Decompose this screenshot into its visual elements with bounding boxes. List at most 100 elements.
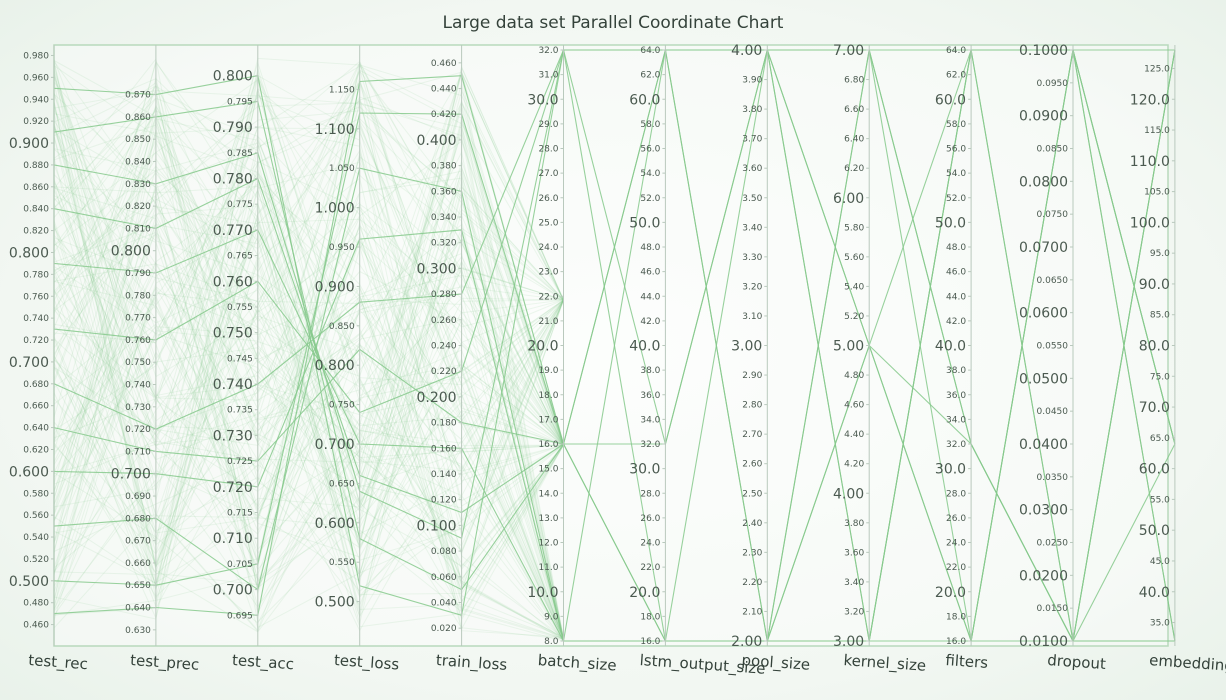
minor-tick-label: 6.20 [844,164,864,174]
background-line [53,225,564,640]
minor-tick-label: 8.0 [544,637,559,647]
minor-tick-label: 0.750 [329,401,355,411]
major-tick-label: 50.0 [935,215,966,231]
minor-tick-label: 19.0 [538,366,558,376]
axis-label: embedding_dim [1149,651,1226,678]
minor-tick-label: 0.775 [227,200,253,210]
background-line [53,233,564,583]
axis-label: filters [945,651,989,672]
major-tick-label: 1.100 [315,122,355,138]
minor-tick-label: 0.690 [125,492,151,502]
background-line [53,326,564,642]
chart-title: Large data set Parallel Coordinate Chart [443,13,784,33]
minor-tick-label: 0.980 [23,51,49,61]
major-tick-label: 40.0 [935,339,966,355]
background-line [53,81,564,569]
background-line [53,256,564,609]
minor-tick-label: 22.0 [640,563,660,573]
background-line [53,127,564,610]
minor-tick-label: 0.140 [431,470,457,480]
minor-tick-label: 1.050 [329,164,355,174]
minor-tick-label: 3.80 [742,105,762,115]
major-tick-label: 0.900 [315,279,355,295]
background-line [53,99,564,551]
major-tick-label: 4.00 [731,43,762,59]
minor-tick-label: 0.695 [227,611,253,621]
major-tick-label: 0.0200 [1019,568,1068,584]
background-line [53,61,564,640]
minor-tick-label: 125.0 [1144,64,1170,74]
background-line [53,125,564,639]
major-tick-label: 0.600 [315,516,355,532]
background-line [53,205,564,452]
background-line [53,128,564,582]
background-line [53,172,564,613]
minor-tick-label: 0.440 [431,85,457,95]
minor-tick-label: 0.660 [125,559,151,569]
minor-tick-label: 2.10 [742,607,762,617]
major-tick-label: 0.790 [213,120,253,136]
minor-tick-label: 0.820 [23,227,49,237]
minor-tick-label: 0.745 [227,354,253,364]
background-line [53,93,564,640]
major-tick-label: 30.0 [935,462,966,478]
background-line [53,172,564,640]
minor-tick-label: 48.0 [640,243,660,253]
axis-label: kernel_size [843,651,927,676]
minor-tick-label: 16.0 [640,637,660,647]
background-line [53,96,564,542]
background-line [53,195,564,551]
minor-tick-label: 3.40 [742,223,762,233]
major-tick-label: 30.0 [629,462,660,478]
background-line [53,223,564,641]
minor-tick-label: 0.560 [23,511,49,521]
minor-tick-label: 42.0 [946,317,966,327]
minor-tick-label: 24.0 [946,539,966,549]
major-tick-label: 0.720 [213,480,253,496]
minor-tick-label: 0.740 [23,314,49,324]
major-tick-label: 7.00 [833,43,864,59]
background-line [53,71,564,422]
background-line [53,299,564,633]
background-line [53,150,564,639]
major-tick-label: 0.100 [417,518,457,534]
background-line [53,120,564,640]
minor-tick-label: 0.830 [125,180,151,190]
minor-tick-label: 0.650 [329,479,355,489]
minor-tick-label: 13.0 [538,514,558,524]
background-line [53,148,564,576]
minor-tick-label: 52.0 [640,194,660,204]
minor-tick-label: 0.260 [431,316,457,326]
minor-tick-label: 0.0250 [1037,539,1069,549]
major-tick-label: 40.0 [629,339,660,355]
background-line [53,65,564,565]
background-line [53,170,564,638]
minor-tick-label: 0.0650 [1037,276,1069,286]
background-line [53,124,564,525]
minor-tick-label: 0.0750 [1037,210,1069,220]
minor-tick-label: 0.640 [125,604,151,614]
background-line [53,132,564,571]
minor-tick-label: 32.0 [946,440,966,450]
minor-tick-label: 0.320 [431,239,457,249]
minor-tick-label: 18.0 [640,612,660,622]
minor-tick-label: 27.0 [538,169,558,179]
major-tick-label: 0.400 [417,133,457,149]
plot-frame [53,44,1169,647]
minor-tick-label: 115.0 [1144,126,1170,136]
background-line [53,241,564,598]
axis-filters: 16.0 18.0 22.0 24.0 26.0 28.0 32.0 34.0 36.0 38.0… [935,45,989,672]
minor-tick-label: 5.80 [844,223,864,233]
major-tick-label: 2.00 [731,634,762,650]
background-line [53,81,564,638]
background-line [53,74,564,503]
background-line [53,102,564,603]
minor-tick-label: 0.540 [23,533,49,543]
minor-tick-label: 0.940 [23,95,49,105]
major-tick-label: 3.00 [833,634,864,650]
record-line [53,49,1176,642]
major-tick-label: 80.0 [1139,339,1170,355]
minor-tick-label: 56.0 [946,145,966,155]
background-line [53,112,564,624]
background-line [53,75,564,587]
